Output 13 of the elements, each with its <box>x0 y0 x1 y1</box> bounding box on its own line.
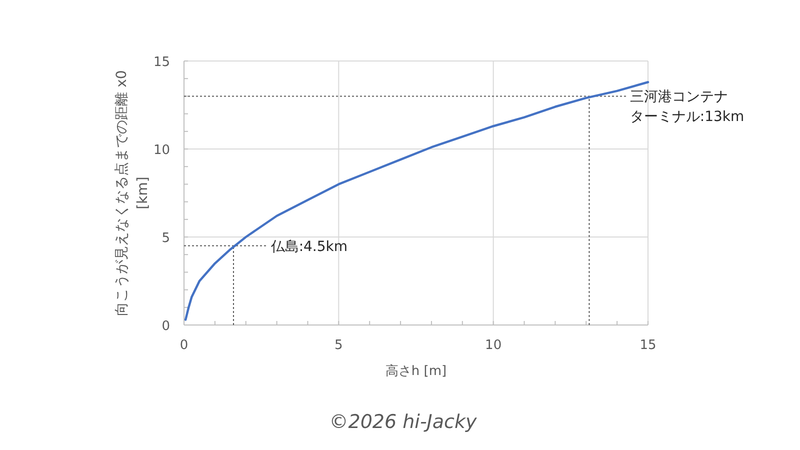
x-tick-label: 5 <box>334 338 343 353</box>
y-tick-label: 15 <box>153 55 170 70</box>
ref-line-label: 仏島:4.5km <box>270 238 348 255</box>
y-tick-label: 0 <box>162 319 170 334</box>
x-tick-label: 15 <box>640 338 656 353</box>
text: ©2026 hi-Jacky <box>329 411 478 433</box>
y-axis-title: 向こうが見えなくなる点までの距離 x0 [km] <box>114 70 151 316</box>
y-tick-label: 10 <box>153 143 170 158</box>
x-tick-label: 0 <box>180 338 188 353</box>
y-tick-label: 5 <box>162 231 170 246</box>
ref-line-label: 三河港コンテナターミナル:13km <box>630 89 744 126</box>
x-axis-title: 高さh [m] <box>385 363 447 379</box>
x-tick-label: 10 <box>485 338 502 353</box>
